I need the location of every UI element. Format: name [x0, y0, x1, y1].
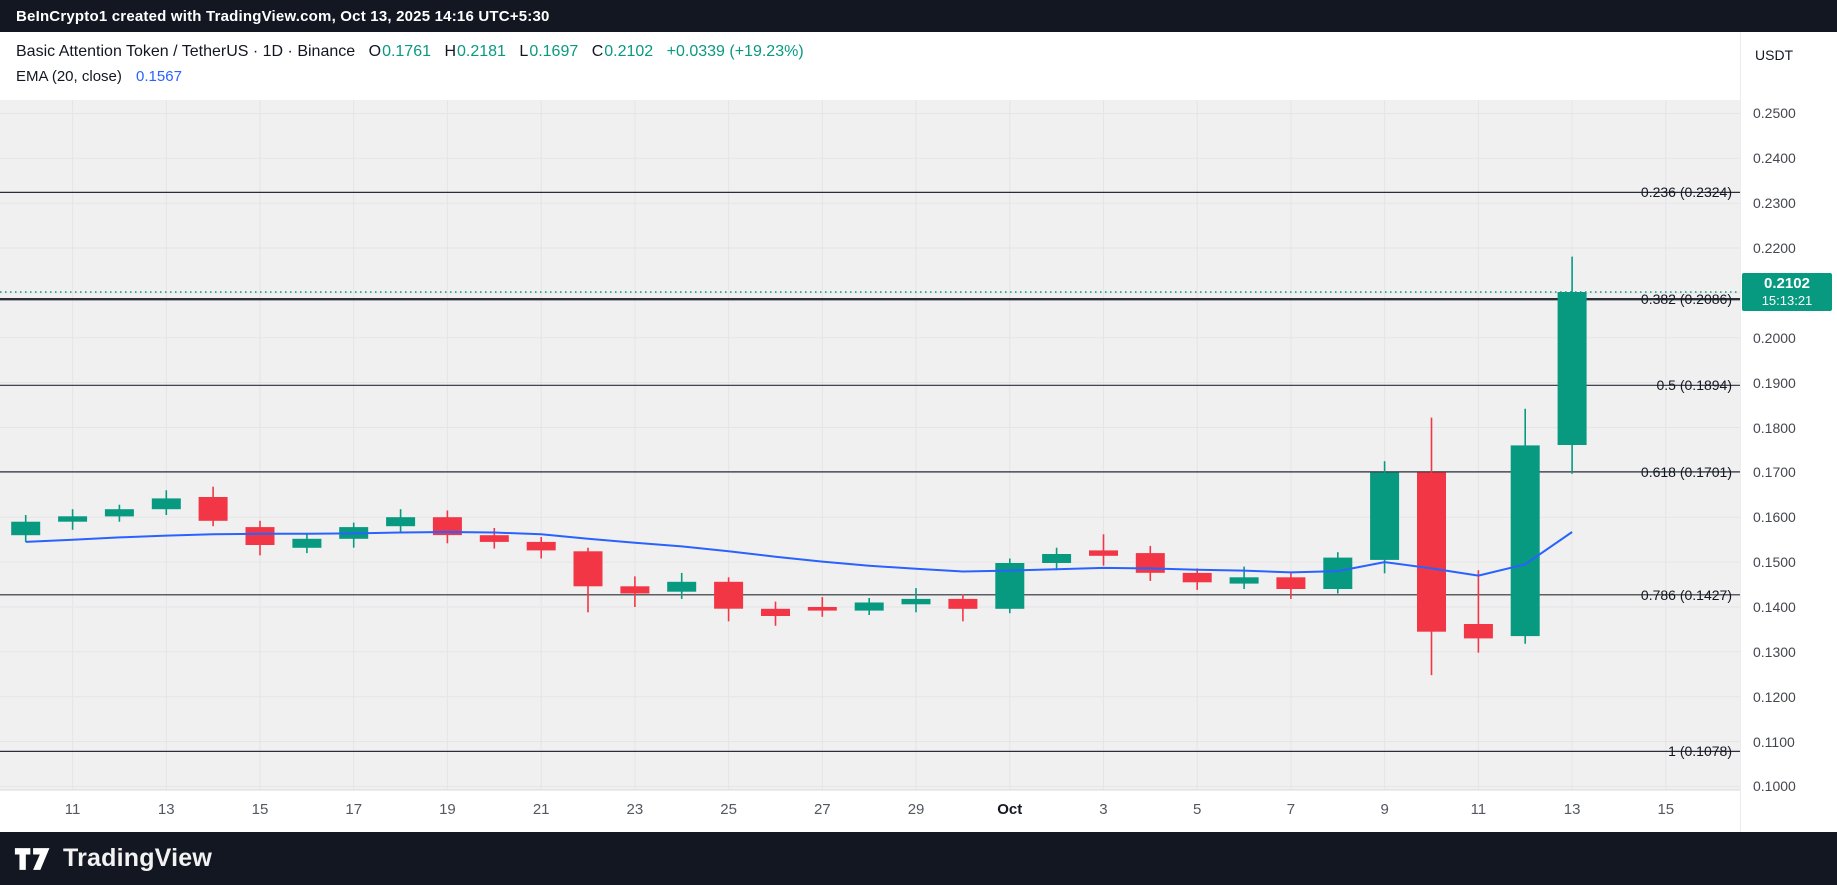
price-tick-label: 0.1700: [1753, 464, 1796, 481]
time-tick-label: 15: [1657, 801, 1675, 818]
price-tick-label: 0.1000: [1753, 778, 1796, 795]
time-axis[interactable]: 11 13 15 17 19 21 23 25 27 29 Oct 3 5 7 9 11 13 15: [0, 790, 1837, 832]
time-tick-label: 19: [439, 801, 456, 818]
time-tick-label: Oct: [997, 801, 1023, 818]
time-tick-label: 21: [532, 801, 550, 818]
current-price-value: 0.2102: [1764, 275, 1810, 292]
footer-bar: TradingView: [0, 832, 1837, 885]
attribution-bar: BeInCrypto1 created with TradingView.com…: [0, 0, 1837, 32]
fib-level-label: 0.5 (0.1894): [1656, 377, 1733, 394]
low-value: 0.1697: [529, 43, 579, 60]
low-label: L: [519, 43, 529, 60]
symbol-title: Basic Attention Token / TetherUS · 1D · …: [16, 43, 356, 60]
time-tick-label: 13: [157, 801, 175, 818]
time-tick-label: 29: [907, 801, 925, 818]
price-tick-label: 0.2000: [1753, 329, 1796, 346]
ema-name: EMA (20, close): [16, 68, 122, 85]
time-tick-label: 7: [1286, 801, 1296, 818]
change-value: +0.0339 (+19.23%): [666, 43, 804, 60]
price-tick-label: 0.1500: [1753, 554, 1796, 571]
tradingview-logo-icon: [14, 847, 50, 870]
price-tick-label: 0.1600: [1753, 509, 1796, 526]
price-tick-label: 0.2200: [1753, 240, 1796, 257]
time-tick-label: 27: [813, 801, 831, 818]
price-tick-label: 0.2400: [1753, 150, 1796, 167]
high-label: H: [444, 43, 457, 60]
price-tick-label: 0.1300: [1753, 643, 1796, 660]
time-tick-label: 5: [1193, 801, 1202, 818]
close-value: 0.2102: [604, 43, 654, 60]
fib-level-label: 0.382 (0.2086): [1640, 291, 1732, 308]
price-axis[interactable]: USDT 0.2102 15:13:21 0.2500 0.2400 0.2300 0…: [1740, 32, 1837, 832]
time-tick-label: 13: [1563, 801, 1581, 818]
symbol-legend[interactable]: Basic Attention Token / TetherUS · 1D · …: [16, 43, 804, 61]
time-tick-label: 11: [1470, 801, 1487, 818]
currency-label: USDT: [1755, 47, 1794, 63]
tradingview-link[interactable]: TradingView: [14, 844, 212, 873]
time-tick-label: 25: [720, 801, 737, 818]
fib-level-label: 0.618 (0.1701): [1640, 463, 1732, 480]
ema-value: 0.1567: [136, 68, 182, 85]
time-tick-label: 11: [64, 801, 81, 818]
price-tick-label: 0.1400: [1753, 598, 1796, 615]
tradingview-wordmark: TradingView: [63, 844, 213, 872]
attribution-text: BeInCrypto1 created with TradingView.com…: [16, 7, 550, 25]
time-tick-label: 23: [626, 801, 644, 818]
current-price-badge: 0.2102 15:13:21: [1742, 273, 1832, 311]
open-value: 0.1761: [382, 43, 431, 60]
countdown-timer: 15:13:21: [1761, 293, 1813, 308]
price-tick-label: 0.1100: [1753, 733, 1795, 750]
time-tick-label: 17: [345, 801, 363, 818]
fib-level-label: 0.236 (0.2324): [1640, 184, 1732, 201]
price-tick-label: 0.2300: [1753, 195, 1796, 212]
high-value: 0.2181: [457, 43, 506, 60]
time-tick-label: 9: [1380, 801, 1389, 818]
chart-main: Basic Attention Token / TetherUS · 1D · …: [0, 32, 1837, 832]
fib-level-label: 0.786 (0.1427): [1640, 586, 1732, 603]
price-tick-label: 0.1200: [1753, 688, 1796, 705]
chart-canvas[interactable]: [0, 32, 1837, 832]
time-tick-label: 3: [1099, 801, 1108, 818]
price-tick-label: 0.1900: [1753, 374, 1796, 391]
fib-level-label: 1 (0.1078): [1668, 743, 1732, 760]
close-label: C: [591, 43, 604, 60]
price-tick-label: 0.1800: [1753, 419, 1796, 436]
price-tick-label: 0.2500: [1753, 105, 1796, 122]
time-tick-label: 15: [251, 801, 269, 818]
open-label: O: [368, 43, 382, 60]
ema-legend[interactable]: EMA (20, close) 0.1567: [16, 68, 182, 85]
